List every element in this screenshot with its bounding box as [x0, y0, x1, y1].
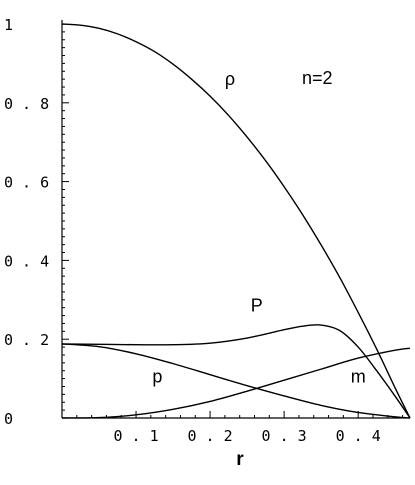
- y-tick-label: 0 . 4: [4, 252, 49, 270]
- labels: ρ Pp m: [152, 69, 365, 386]
- y-tick-label: 0 . 8: [4, 95, 49, 113]
- y-tick-label: 0 . 2: [4, 331, 49, 349]
- x-tick-label: 0 . 2: [188, 427, 233, 445]
- y-tick-label: 1: [4, 16, 13, 34]
- x-tick-label: 0 . 3: [262, 427, 307, 445]
- curve-P-upper: [61, 324, 411, 419]
- series-label-p-lower: p: [152, 367, 162, 387]
- series-label-P-upper: P: [251, 296, 263, 316]
- x-tick-label: 0 . 1: [113, 427, 158, 445]
- curve-p-lower: [61, 343, 411, 419]
- x-axis-title: r: [236, 449, 244, 470]
- series-label-rho: ρ: [225, 69, 235, 89]
- y-tick-label: 0 . 6: [4, 174, 49, 192]
- axes: 0 0 . 2 0 . 4 0 . 6 0 . 8 1 0 . 1 0 . 2 0 . 3 0 .…: [4, 16, 410, 445]
- series-label-m: m: [351, 367, 366, 387]
- y-tick-label: 0: [4, 410, 13, 428]
- x-tick-label: 0 . 4: [336, 427, 381, 445]
- curves: [61, 23, 411, 419]
- annotation-n-equals-2: n=2: [302, 68, 333, 88]
- curve-rho: [61, 23, 411, 419]
- curve-m: [61, 347, 411, 419]
